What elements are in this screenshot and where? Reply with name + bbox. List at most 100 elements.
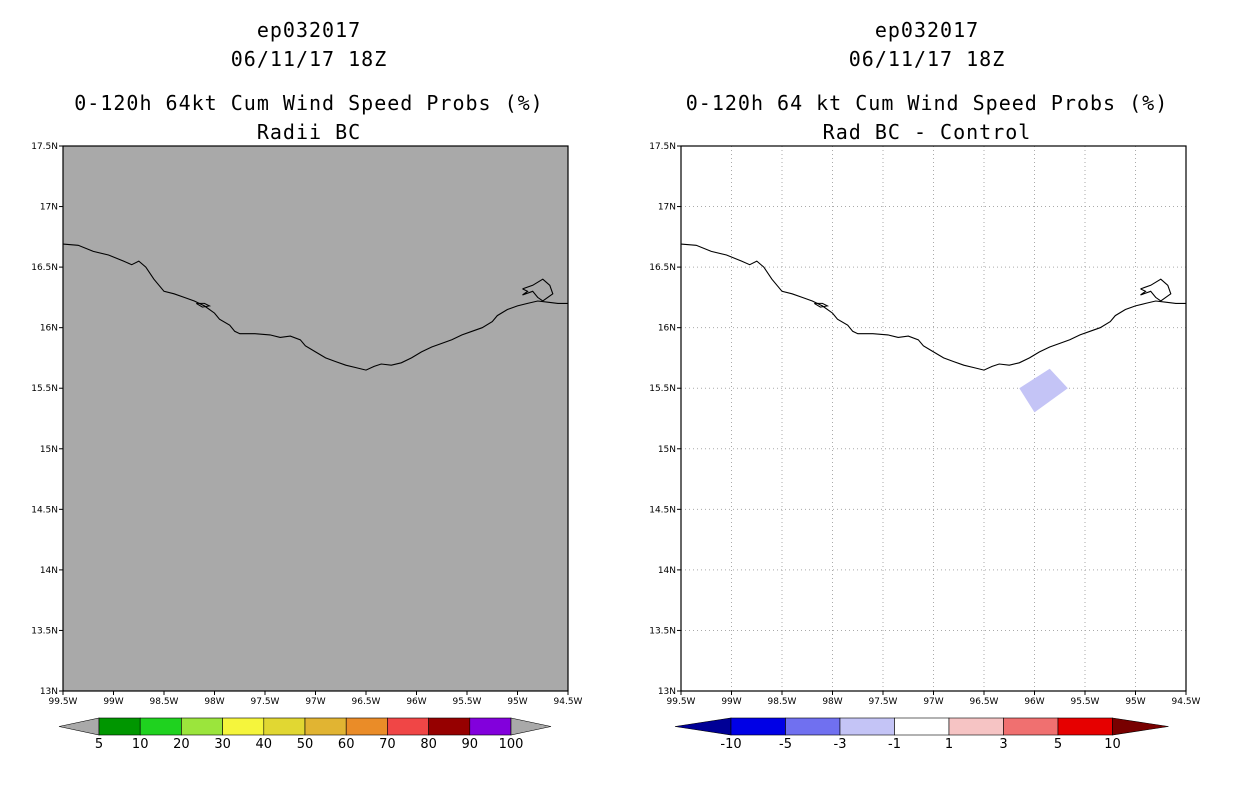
small-lagoon-outline <box>196 302 212 308</box>
lat-tick-label: 15.5N <box>31 384 58 394</box>
difference-map-panel: ep032017 06/11/17 18Z 0-120h 64 kt Cum W… <box>618 0 1236 800</box>
date-title: 06/11/17 18Z <box>230 47 388 71</box>
lat-tick-label: 13N <box>658 687 676 697</box>
date-title: 06/11/17 18Z <box>848 47 1006 71</box>
colorbar-segment <box>894 717 950 736</box>
lat-tick-label: 15N <box>40 445 58 455</box>
colorbar-label: 80 <box>420 737 437 752</box>
inland-lagoon-outline <box>1140 278 1172 302</box>
colorbar-segment <box>839 717 895 736</box>
lat-tick-label: 14N <box>40 566 58 576</box>
lon-tick-label: 98W <box>204 697 224 707</box>
colorbar-label: 40 <box>256 737 273 752</box>
experiment-title: Rad BC - Control <box>822 120 1032 144</box>
colorbar-segment <box>345 717 388 736</box>
coastline <box>680 243 1186 371</box>
lat-tick-label: 17.5N <box>31 142 58 152</box>
difference-map: 99.5W 99W 98.5W 98W 97.5W 97W 96.5W 96W 95.5W 95W… <box>649 142 1201 752</box>
lon-tick-label: 96W <box>1024 697 1044 707</box>
lat-tick-label: 17N <box>40 203 58 213</box>
colorbar-label: 20 <box>173 737 190 752</box>
inland-lagoon-outline <box>522 278 554 302</box>
colorbar-label: 100 <box>499 737 524 752</box>
colorbar-segment <box>98 717 141 736</box>
lat-tick-label: 16N <box>658 324 676 334</box>
colorbar-segment <box>387 717 429 736</box>
colorbar-label: 10 <box>132 737 149 752</box>
storm-id-title: ep032017 <box>256 18 362 42</box>
lon-tick-label: 94.5W <box>1172 697 1201 707</box>
colorbar-label: 90 <box>462 737 479 752</box>
colorbar-label: 1 <box>945 737 953 752</box>
colorbar-high-arrow <box>510 717 552 736</box>
lat-tick-label: 14.5N <box>31 505 58 515</box>
lon-tick-label: 98.5W <box>150 697 179 707</box>
lon-tick-label: 97W <box>305 697 325 707</box>
lon-tick-label: 95W <box>507 697 527 707</box>
small-lagoon-outline <box>814 302 830 308</box>
colorbar-segment <box>139 717 182 736</box>
colorbar-label: 50 <box>297 737 314 752</box>
lon-tick-label: 97.5W <box>251 697 280 707</box>
lat-tick-label: 17.5N <box>649 142 676 152</box>
lat-tick-label: 16N <box>40 324 58 334</box>
colorbar-segment <box>730 717 786 736</box>
lon-tick-label: 99W <box>103 697 123 707</box>
colorbar-segment <box>1003 717 1059 736</box>
colorbar-segment <box>469 717 512 736</box>
lon-tick-label: 99.5W <box>667 697 696 707</box>
colorbar-label: 5 <box>95 737 103 752</box>
colorbar-segment <box>785 717 841 736</box>
lat-tick-label: 15N <box>658 445 676 455</box>
storm-id-title: ep032017 <box>874 18 980 42</box>
lon-tick-label: 96W <box>406 697 426 707</box>
product-title: 0-120h 64 kt Cum Wind Speed Probs (%) <box>685 91 1169 115</box>
colorbar-label: 60 <box>338 737 355 752</box>
lon-tick-label: 99.5W <box>49 697 78 707</box>
colorbar-label: -3 <box>834 737 847 752</box>
lon-tick-label: 95.5W <box>1071 697 1100 707</box>
plot-background <box>63 146 568 691</box>
colorbar-low-arrow <box>674 717 732 736</box>
probability-difference-area <box>1019 368 1068 413</box>
colorbar-segment <box>304 717 347 736</box>
colorbar-label: 3 <box>999 737 1007 752</box>
lon-tick-label: 96.5W <box>352 697 381 707</box>
colorbar-label: -5 <box>779 737 792 752</box>
colorbar-label: -1 <box>888 737 901 752</box>
lat-tick-label: 14.5N <box>649 505 676 515</box>
lat-tick-label: 16.5N <box>31 263 58 273</box>
colorbar-segment <box>181 717 223 736</box>
lat-tick-label: 16.5N <box>649 263 676 273</box>
lon-tick-label: 96.5W <box>970 697 999 707</box>
probability-map: 99.5W 99W 98.5W 98W 97.5W 97W 96.5W 96W 95.5W 95W… <box>31 142 583 752</box>
probability-map-panel: ep032017 06/11/17 18Z 0-120h 64kt Cum Wi… <box>31 18 583 752</box>
lon-tick-label: 95.5W <box>453 697 482 707</box>
coastline <box>62 243 568 371</box>
colorbar-label: 70 <box>379 737 396 752</box>
lat-tick-label: 14N <box>658 566 676 576</box>
colorbar-segment <box>948 717 1004 736</box>
product-title: 0-120h 64kt Cum Wind Speed Probs (%) <box>74 91 544 115</box>
lat-tick-label: 15.5N <box>649 384 676 394</box>
colorbar-label: 5 <box>1054 737 1062 752</box>
lon-tick-label: 99W <box>721 697 741 707</box>
lat-tick-label: 13.5N <box>31 626 58 636</box>
lon-tick-label: 98W <box>822 697 842 707</box>
colorbar-segment <box>1057 717 1113 736</box>
colorbar-label: 10 <box>1104 737 1121 752</box>
lon-tick-label: 97.5W <box>869 697 898 707</box>
lat-tick-label: 13.5N <box>649 626 676 636</box>
lon-tick-label: 98.5W <box>768 697 797 707</box>
colorbar-label: 30 <box>214 737 231 752</box>
colorbar-segment <box>263 717 306 736</box>
lon-tick-label: 97W <box>923 697 943 707</box>
lat-tick-label: 17N <box>658 203 676 213</box>
colorbar-high-arrow <box>1112 717 1169 736</box>
colorbar-label: -10 <box>720 737 741 752</box>
lon-tick-label: 94.5W <box>554 697 583 707</box>
lat-tick-label: 13N <box>40 687 58 697</box>
colorbar-low-arrow <box>58 717 100 736</box>
experiment-title: Radii BC <box>256 120 362 144</box>
lon-tick-label: 95W <box>1125 697 1145 707</box>
